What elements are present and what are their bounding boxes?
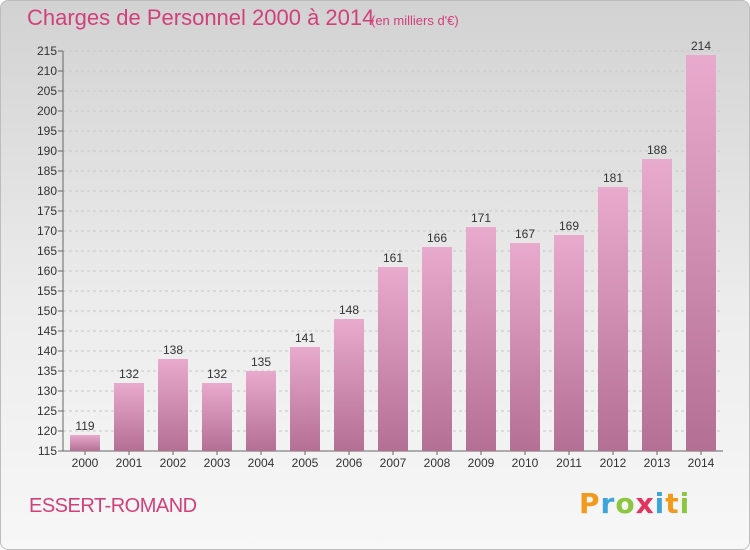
bar — [510, 243, 540, 451]
y-tick-label: 165 — [37, 244, 57, 258]
data-label: 171 — [471, 211, 491, 225]
y-tick-label: 170 — [37, 224, 57, 238]
bar — [290, 347, 320, 451]
bar — [378, 267, 408, 451]
chart-subtitle: (en milliers d'€) — [371, 13, 459, 28]
y-tick-label: 175 — [37, 204, 57, 218]
y-tick-label: 205 — [37, 84, 57, 98]
x-tick-label: 2000 — [72, 456, 99, 470]
data-label: 181 — [603, 171, 623, 185]
y-tick-label: 150 — [37, 304, 57, 318]
x-tick-label: 2002 — [160, 456, 187, 470]
bar — [246, 371, 276, 451]
data-label: 138 — [163, 343, 183, 357]
data-label: 166 — [427, 231, 447, 245]
data-label: 167 — [515, 227, 535, 241]
data-labels: 119 132 138 132 135 141 148 161 166 171 167 169 181 1… — [75, 39, 711, 433]
bar — [422, 247, 452, 451]
x-tick-label: 2006 — [336, 456, 363, 470]
x-tick-labels: 2000 2001 2002 2003 2004 2005 2006 2007 2008 2009… — [72, 456, 715, 470]
bar — [466, 227, 496, 451]
y-tick-label: 215 — [37, 44, 57, 58]
y-tick-label: 200 — [37, 104, 57, 118]
bar — [686, 55, 716, 451]
chart-title: Charges de Personnel 2000 à 2014 — [27, 5, 375, 30]
bar — [202, 383, 232, 451]
y-tick-label: 115 — [38, 444, 57, 458]
x-tick-label: 2008 — [424, 456, 451, 470]
y-tick-label: 120 — [37, 424, 57, 438]
data-label: 119 — [75, 419, 94, 433]
data-label: 188 — [647, 143, 667, 157]
x-tick-label: 2007 — [380, 456, 407, 470]
bars — [70, 55, 716, 451]
bar — [642, 159, 672, 451]
y-tick-label: 140 — [37, 344, 57, 358]
x-tick-label: 2013 — [644, 456, 671, 470]
y-tick-label: 135 — [37, 364, 57, 378]
data-label: 214 — [691, 39, 711, 53]
x-tick-label: 2012 — [600, 456, 627, 470]
y-tick-label: 210 — [37, 64, 57, 78]
y-tick-label: 130 — [37, 384, 57, 398]
commune-name: ESSERT-ROMAND — [29, 495, 197, 517]
data-label: 148 — [339, 303, 359, 317]
y-tick-label: 190 — [37, 144, 57, 158]
x-tick-label: 2005 — [292, 456, 319, 470]
y-tick-label: 195 — [37, 124, 57, 138]
data-label: 135 — [251, 355, 271, 369]
x-tick-label: 2014 — [688, 456, 715, 470]
x-tick-label: 2010 — [512, 456, 539, 470]
y-tick-label: 185 — [37, 164, 57, 178]
proxiti-logo: Proxiti — [579, 487, 691, 520]
y-tick-label: 145 — [37, 324, 57, 338]
x-tick-label: 2001 — [116, 456, 143, 470]
data-label: 161 — [383, 251, 403, 265]
y-tick-labels: 115 120 125 130 135 140 145 150 155 160 165 170 175 1… — [37, 44, 57, 458]
bar — [554, 235, 584, 451]
y-tick-label: 155 — [37, 284, 57, 298]
y-tick-label: 180 — [37, 184, 57, 198]
x-tick-label: 2011 — [556, 456, 582, 470]
bar — [334, 319, 364, 451]
x-tick-label: 2003 — [204, 456, 231, 470]
bar — [114, 383, 144, 451]
data-label: 132 — [119, 367, 139, 381]
data-label: 141 — [295, 331, 315, 345]
data-label: 132 — [207, 367, 227, 381]
x-tick-label: 2009 — [468, 456, 495, 470]
bar — [70, 435, 100, 451]
y-tick-label: 125 — [37, 404, 57, 418]
y-tick-label: 160 — [37, 264, 57, 278]
bar — [158, 359, 188, 451]
data-label: 169 — [559, 219, 579, 233]
x-tick-label: 2004 — [248, 456, 275, 470]
bar — [598, 187, 628, 451]
